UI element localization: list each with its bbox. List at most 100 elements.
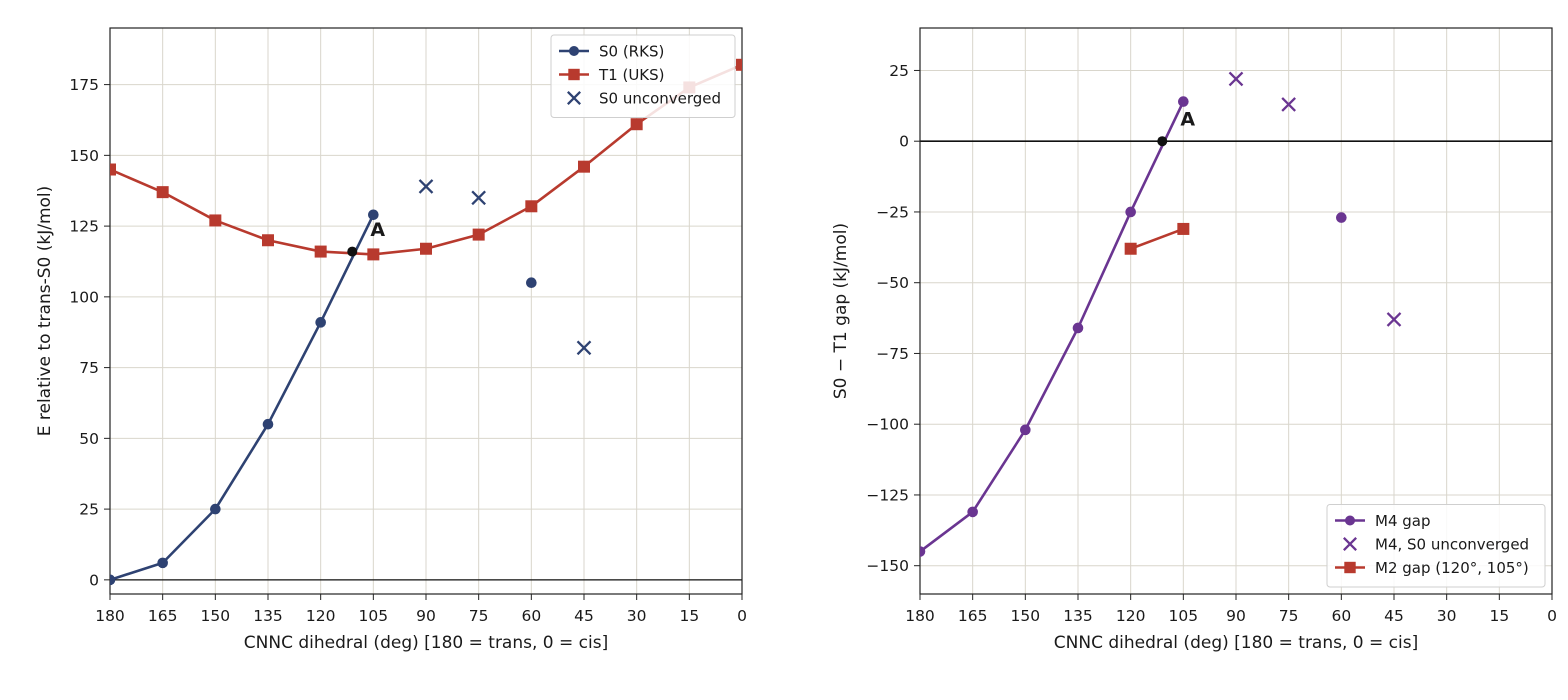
legend-label: S0 unconverged	[599, 90, 721, 108]
x-tick-label: 30	[627, 607, 647, 625]
x-tick-label: 0	[1547, 607, 1557, 625]
data-point-square	[1344, 561, 1356, 574]
x-tick-label: 150	[1011, 607, 1041, 625]
y-tick-label: 25	[79, 501, 99, 519]
crossing-point	[1157, 136, 1168, 147]
series-t1-uks-	[110, 58, 742, 261]
data-point-square	[314, 245, 327, 258]
x-tick-label: 45	[574, 607, 594, 625]
y-tick-label: 0	[89, 571, 99, 589]
chart-panel-1: 180 165 150 135 120 105 90 75 60 45 30 15 0025507510…	[35, 27, 747, 653]
x-tick-label: 45	[1384, 607, 1404, 625]
series-line	[1130, 227, 1184, 250]
legend-item: T1 (UKS)	[559, 66, 665, 84]
data-layer	[920, 71, 1402, 557]
data-point-square	[568, 68, 580, 81]
y-tick-label: 0	[899, 133, 909, 151]
y-tick-label: −100	[866, 416, 909, 434]
data-point-x	[1343, 537, 1357, 551]
x-axis-label: CNNC dihedral (deg) [180 = trans, 0 = ci…	[244, 633, 608, 653]
crossing-point	[347, 246, 358, 257]
legend-label: S0 (RKS)	[599, 43, 664, 61]
legend: M4 gap M4, S0 unconverged M2 gap (120°, 10…	[1326, 504, 1546, 588]
series-extra-points	[526, 277, 537, 289]
x-tick-label: 180	[95, 607, 125, 625]
data-point-square	[1124, 242, 1137, 255]
data-point-square	[578, 160, 590, 173]
data-point-circle	[315, 317, 326, 328]
x-tick-label: 135	[1063, 607, 1093, 625]
x-tick-label: 180	[905, 607, 935, 625]
data-point-circle	[967, 506, 978, 518]
y-tick-label: −75	[876, 345, 909, 363]
data-point-square	[736, 58, 742, 71]
data-point-x	[471, 190, 486, 206]
chart-panel-2: 180 165 150 135 120 105 90 75 60 45 30 15 0250−25−50…	[831, 27, 1557, 653]
series-s0-unconverged	[418, 179, 592, 356]
y-tick-label: −150	[866, 557, 909, 575]
legend-label: M4 gap	[1375, 512, 1431, 530]
data-point-circle	[1178, 96, 1189, 107]
x-tick-label: 0	[737, 607, 747, 625]
x-tick-label: 90	[1226, 607, 1246, 625]
data-point-circle	[1125, 206, 1136, 218]
x-tick-label: 15	[679, 607, 699, 625]
series-line	[920, 101, 1185, 553]
x-tick-label: 90	[416, 607, 436, 625]
x-tick-label: 120	[306, 607, 336, 625]
legend-item: S0 unconverged	[567, 90, 721, 108]
y-tick-label: −25	[876, 203, 909, 221]
y-tick-label: 75	[79, 359, 99, 377]
data-point-square	[525, 200, 538, 213]
annotation-label: A	[1180, 109, 1195, 131]
x-tick-label: 150	[201, 607, 231, 625]
x-tick-label: 60	[1331, 607, 1351, 625]
data-layer	[110, 58, 742, 586]
data-point-circle	[920, 546, 926, 557]
x-tick-label: 75	[469, 607, 489, 625]
data-point-square	[367, 248, 380, 261]
data-point-circle	[210, 503, 221, 515]
series-s0-rks-	[110, 209, 379, 586]
data-point-x	[418, 179, 434, 194]
x-tick-label: 30	[1437, 607, 1457, 625]
series-line	[110, 214, 375, 582]
data-point-x	[567, 91, 581, 105]
x-tick-label: 15	[1489, 607, 1509, 625]
data-point-circle	[1336, 212, 1347, 223]
y-tick-label: 150	[69, 147, 99, 165]
y-axis-label: S0 − T1 gap (kJ/mol)	[831, 223, 851, 399]
data-point-circle	[1344, 515, 1356, 526]
legend-item: M4 gap	[1335, 512, 1431, 530]
y-tick-label: −50	[876, 274, 909, 292]
series-m4-s0-unconverged	[1228, 71, 1402, 327]
data-point-square	[110, 163, 116, 176]
data-point-x	[576, 340, 592, 356]
x-tick-label: 75	[1279, 607, 1299, 625]
data-point-square	[209, 214, 222, 227]
x-axis-label: CNNC dihedral (deg) [180 = trans, 0 = ci…	[1054, 633, 1418, 653]
legend: S0 (RKS) T1 (UKS) S0 unconverged	[550, 34, 736, 118]
legend-item: S0 (RKS)	[559, 43, 664, 61]
data-point-square	[1177, 222, 1190, 235]
legend-label: M2 gap (120°, 105°)	[1375, 559, 1529, 577]
data-point-square	[262, 234, 274, 247]
legend-label: M4, S0 unconverged	[1375, 536, 1529, 554]
y-tick-label: −125	[866, 486, 909, 504]
x-tick-label: 135	[253, 607, 283, 625]
data-point-circle	[157, 557, 168, 569]
x-tick-label: 105	[359, 607, 389, 625]
y-tick-label: 100	[69, 288, 99, 306]
data-point-circle	[1072, 322, 1084, 334]
y-tick-label: 50	[79, 430, 99, 448]
y-axis-label: E relative to trans-S0 (kJ/mol)	[35, 186, 55, 437]
data-point-square	[420, 242, 432, 255]
legend-box	[1326, 504, 1546, 588]
data-point-circle	[568, 45, 580, 57]
legend-label: T1 (UKS)	[598, 66, 665, 84]
x-tick-label: 60	[521, 607, 541, 625]
data-point-circle	[368, 209, 379, 221]
y-tick-label: 25	[889, 62, 909, 80]
legend-item: M4, S0 unconverged	[1343, 536, 1529, 554]
